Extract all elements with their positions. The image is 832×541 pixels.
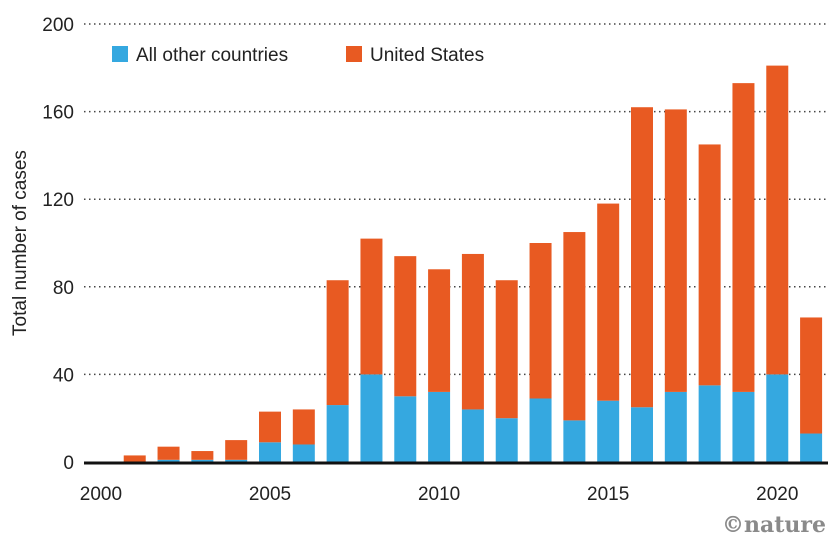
- bar-other-countries: [631, 407, 653, 462]
- bar-other-countries: [495, 418, 518, 462]
- y-axis-title: Total number of cases: [10, 150, 31, 336]
- x-tick-label: 2005: [249, 484, 291, 505]
- bar-united-states: [191, 451, 214, 460]
- bar-other-countries: [191, 459, 214, 462]
- bar-other-countries: [698, 385, 721, 462]
- x-tick-label: 2000: [80, 484, 122, 505]
- legend-label: United States: [370, 45, 484, 66]
- bar-other-countries: [394, 396, 417, 462]
- bar-united-states: [259, 411, 281, 443]
- bar-united-states: [732, 83, 755, 392]
- legend: All other countries United States: [112, 45, 484, 66]
- bar-united-states: [800, 317, 823, 434]
- y-tick-label: 160: [42, 103, 74, 124]
- bar-other-countries: [597, 400, 620, 462]
- x-tick-label: 2015: [587, 484, 629, 505]
- y-tick-label: 80: [53, 278, 74, 299]
- bar-united-states: [292, 409, 315, 445]
- bar-united-states: [326, 280, 349, 406]
- bar-other-countries: [428, 391, 451, 462]
- bar-united-states: [225, 440, 248, 460]
- bar-united-states: [123, 455, 146, 462]
- bar-united-states: [631, 107, 653, 408]
- bar-other-countries: [326, 405, 349, 462]
- bar-united-states: [394, 256, 417, 397]
- bar-other-countries: [225, 459, 248, 462]
- bar-other-countries: [800, 433, 823, 462]
- bar-united-states: [157, 446, 180, 460]
- bar-other-countries: [766, 374, 789, 462]
- bar-united-states: [461, 253, 484, 410]
- bars: [123, 65, 823, 462]
- bar-united-states: [698, 144, 721, 386]
- bar-other-countries: [563, 420, 586, 462]
- bar-other-countries: [664, 391, 687, 462]
- bar-other-countries: [529, 398, 552, 462]
- y-tick-label: 120: [42, 190, 74, 211]
- legend-swatch: [346, 46, 362, 62]
- bar-united-states: [360, 238, 383, 375]
- y-tick-labels: 0 40 80 120 160 200: [42, 15, 74, 474]
- x-tick-labels: 2000 2005 2010 2015 2020: [80, 484, 799, 505]
- bar-united-states: [495, 280, 518, 419]
- bar-united-states: [529, 243, 552, 399]
- nature-credit: ©nature: [722, 512, 826, 538]
- y-tick-label: 0: [63, 453, 74, 474]
- bar-united-states: [563, 232, 586, 421]
- bar-other-countries: [292, 444, 315, 462]
- bar-other-countries: [157, 459, 180, 462]
- bar-other-countries: [732, 391, 755, 462]
- bar-other-countries: [360, 374, 383, 462]
- bar-united-states: [766, 65, 789, 375]
- y-tick-label: 40: [53, 365, 74, 386]
- bar-united-states: [428, 269, 451, 392]
- bar-united-states: [597, 203, 620, 401]
- x-tick-label: 2010: [418, 484, 460, 505]
- legend-swatch: [112, 46, 128, 62]
- x-tick-label: 2020: [756, 484, 798, 505]
- bar-united-states: [664, 109, 687, 392]
- bar-other-countries: [259, 442, 281, 462]
- y-tick-label: 200: [42, 15, 74, 36]
- legend-label: All other countries: [136, 45, 288, 66]
- bar-other-countries: [461, 409, 484, 462]
